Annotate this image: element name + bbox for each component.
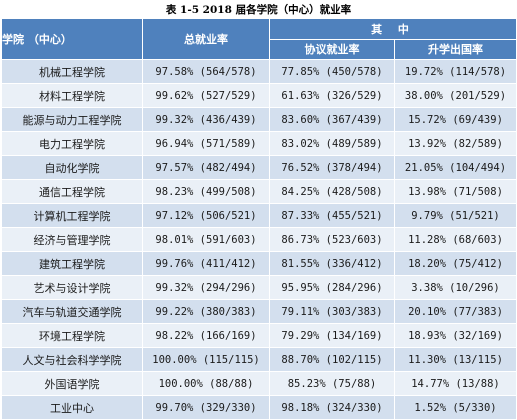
total-rate-cell: 97.12% (506/521) [142, 203, 270, 228]
header-total-rate: 总就业率 [142, 18, 270, 60]
total-rate-cell: 99.32% (436/439) [142, 107, 270, 132]
employment-rate-table: 学院 （中心） 总就业率 其 中 协议就业率 升学出国率 机械工程学院 97.58… [1, 18, 517, 420]
table-row: 通信工程学院 98.23% (499/508) 84.25% (428/508) 13… [1, 179, 517, 204]
total-rate-cell: 99.62% (527/529) [142, 83, 270, 108]
table-row: 计算机工程学院 97.12% (506/521) 87.33% (455/521) 9… [1, 203, 517, 228]
agreement-rate-cell: 79.11% (303/383) [269, 299, 395, 324]
college-name-cell: 计算机工程学院 [1, 203, 143, 228]
agreement-rate-cell: 98.18% (324/330) [269, 395, 395, 420]
further-study-rate-cell: 1.52% (5/330) [394, 395, 517, 420]
college-name-cell: 电力工程学院 [1, 131, 143, 156]
further-study-rate-cell: 18.20% (75/412) [394, 251, 517, 276]
table-row: 机械工程学院 97.58% (564/578) 77.85% (450/578) 19… [1, 59, 517, 84]
agreement-rate-cell: 79.29% (134/169) [269, 323, 395, 348]
college-name-cell: 环境工程学院 [1, 323, 143, 348]
total-rate-cell: 98.22% (166/169) [142, 323, 270, 348]
college-name-cell: 经济与管理学院 [1, 227, 143, 252]
header-agreement-rate: 协议就业率 [269, 38, 395, 60]
agreement-rate-cell: 76.52% (378/494) [269, 155, 395, 180]
total-rate-cell: 97.58% (564/578) [142, 59, 270, 84]
table-title: 表 1-5 2018 届各学院（中心）就业率 [165, 4, 352, 16]
agreement-rate-cell: 84.25% (428/508) [269, 179, 395, 204]
college-name-cell: 外国语学院 [1, 371, 143, 396]
table-row: 自动化学院 97.57% (482/494) 76.52% (378/494) 21.… [1, 155, 517, 180]
further-study-rate-cell: 20.10% (77/383) [394, 299, 517, 324]
college-name-cell: 建筑工程学院 [1, 251, 143, 276]
college-name-cell: 工业中心 [1, 395, 143, 420]
table-row: 建筑工程学院 99.76% (411/412) 81.55% (336/412) 18… [1, 251, 517, 276]
agreement-rate-cell: 77.85% (450/578) [269, 59, 395, 84]
table-row: 汽车与轨道交通学院 99.22% (380/383) 79.11% (303/383… [1, 299, 517, 324]
agreement-rate-cell: 85.23% (75/88) [269, 371, 395, 396]
table-row: 艺术与设计学院 99.32% (294/296) 95.95% (284/296) 3… [1, 275, 517, 300]
further-study-rate-cell: 13.92% (82/589) [394, 131, 517, 156]
agreement-rate-cell: 83.02% (489/589) [269, 131, 395, 156]
further-study-rate-cell: 11.28% (68/603) [394, 227, 517, 252]
header-further-study-rate: 升学出国率 [394, 38, 517, 60]
further-study-rate-cell: 13.98% (71/508) [394, 179, 517, 204]
total-rate-cell: 98.23% (499/508) [142, 179, 270, 204]
agreement-rate-cell: 87.33% (455/521) [269, 203, 395, 228]
further-study-rate-cell: 14.77% (13/88) [394, 371, 517, 396]
table-row: 能源与动力工程学院 99.32% (436/439) 83.60% (367/439… [1, 107, 517, 132]
agreement-rate-cell: 86.73% (523/603) [269, 227, 395, 252]
table-row: 人文与社会科学学院 100.00% (115/115) 88.70% (102/11… [1, 347, 517, 372]
agreement-rate-cell: 61.63% (326/529) [269, 83, 395, 108]
further-study-rate-cell: 11.30% (13/115) [394, 347, 517, 372]
further-study-rate-cell: 38.00% (201/529) [394, 83, 517, 108]
total-rate-cell: 100.00% (88/88) [142, 371, 270, 396]
header-among: 其 中 [269, 18, 517, 40]
total-rate-cell: 99.22% (380/383) [142, 299, 270, 324]
total-rate-cell: 97.57% (482/494) [142, 155, 270, 180]
college-name-cell: 通信工程学院 [1, 179, 143, 204]
college-name-cell: 艺术与设计学院 [1, 275, 143, 300]
table-row: 电力工程学院 96.94% (571/589) 83.02% (489/589) 13… [1, 131, 517, 156]
further-study-rate-cell: 21.05% (104/494) [394, 155, 517, 180]
further-study-rate-cell: 9.79% (51/521) [394, 203, 517, 228]
college-name-cell: 机械工程学院 [1, 59, 143, 84]
college-name-cell: 汽车与轨道交通学院 [1, 299, 143, 324]
further-study-rate-cell: 3.38% (10/296) [394, 275, 517, 300]
college-name-cell: 人文与社会科学学院 [1, 347, 143, 372]
table-row: 经济与管理学院 98.01% (591/603) 86.73% (523/603) 1… [1, 227, 517, 252]
total-rate-cell: 99.70% (329/330) [142, 395, 270, 420]
total-rate-cell: 100.00% (115/115) [142, 347, 270, 372]
college-name-cell: 能源与动力工程学院 [1, 107, 143, 132]
table-row: 外国语学院 100.00% (88/88) 85.23% (75/88) 14.77%… [1, 371, 517, 396]
total-rate-cell: 99.76% (411/412) [142, 251, 270, 276]
table-row: 环境工程学院 98.22% (166/169) 79.29% (134/169) 18… [1, 323, 517, 348]
agreement-rate-cell: 81.55% (336/412) [269, 251, 395, 276]
table-body: 机械工程学院 97.58% (564/578) 77.85% (450/578) 19… [1, 59, 517, 420]
further-study-rate-cell: 19.72% (114/578) [394, 59, 517, 84]
further-study-rate-cell: 18.93% (32/169) [394, 323, 517, 348]
total-rate-cell: 96.94% (571/589) [142, 131, 270, 156]
agreement-rate-cell: 88.70% (102/115) [269, 347, 395, 372]
table-row: 材料工程学院 99.62% (527/529) 61.63% (326/529) 38… [1, 83, 517, 108]
total-rate-cell: 99.32% (294/296) [142, 275, 270, 300]
college-name-cell: 自动化学院 [1, 155, 143, 180]
college-name-cell: 材料工程学院 [1, 83, 143, 108]
further-study-rate-cell: 15.72% (69/439) [394, 107, 517, 132]
total-rate-cell: 98.01% (591/603) [142, 227, 270, 252]
agreement-rate-cell: 95.95% (284/296) [269, 275, 395, 300]
table-row: 工业中心 99.70% (329/330) 98.18% (324/330) 1.52… [1, 395, 517, 420]
agreement-rate-cell: 83.60% (367/439) [269, 107, 395, 132]
header-college: 学院 （中心） [1, 18, 143, 60]
